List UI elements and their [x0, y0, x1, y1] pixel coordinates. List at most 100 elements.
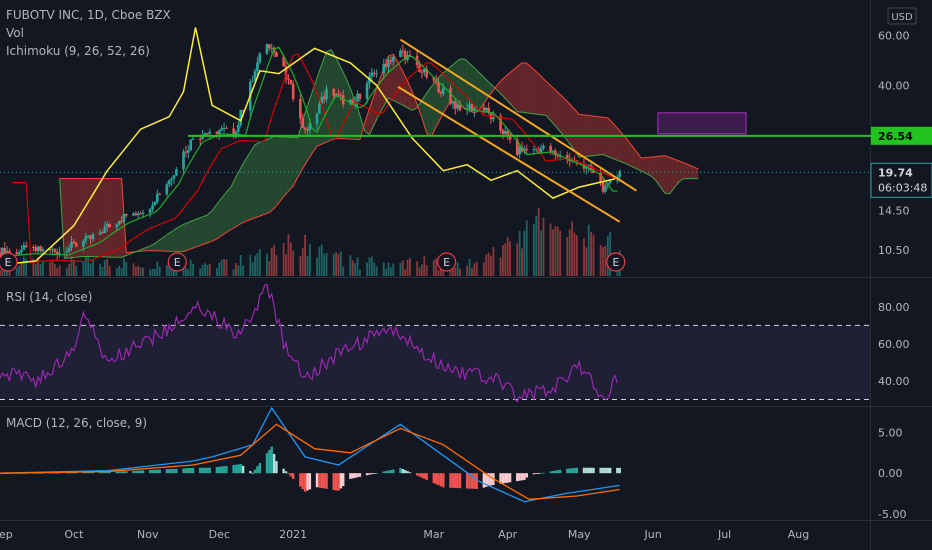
earnings-marker[interactable]: E	[0, 252, 18, 272]
volume-bar	[56, 268, 59, 276]
macd-histogram-bar	[318, 473, 321, 488]
level-price-badge: 26.54	[871, 126, 932, 145]
macd-histogram-bar	[70, 472, 73, 474]
volume-bar	[359, 269, 361, 276]
volume-bar	[258, 249, 261, 276]
volume-bar	[199, 268, 202, 276]
macd-histogram-bar	[187, 468, 190, 474]
macd-histogram-bar	[220, 466, 223, 474]
candle-body	[487, 107, 490, 113]
candle-body	[401, 50, 405, 52]
candle-body	[291, 83, 295, 99]
macd-histogram-bar	[232, 464, 235, 474]
macd-histogram-bar	[608, 467, 612, 474]
volume-bar	[542, 217, 545, 276]
volume-bar	[223, 259, 225, 276]
volume-bar	[106, 258, 109, 276]
volume-bar	[606, 236, 609, 276]
channel-upper-line[interactable]	[399, 38, 637, 192]
svg-text:06:03:48: 06:03:48	[878, 181, 927, 194]
candle-body	[122, 214, 126, 222]
macd-histogram-bar	[606, 467, 610, 474]
macd-histogram-bar	[532, 473, 536, 475]
tenkan-line	[11, 46, 618, 257]
macd-histogram-bar	[401, 468, 405, 474]
signal-line[interactable]	[0, 423, 620, 500]
volume-bar	[316, 257, 318, 276]
macd-histogram-bar	[408, 472, 412, 474]
macd-line[interactable]	[0, 406, 620, 503]
comparison-line[interactable]	[0, 27, 616, 266]
volume-bar	[552, 229, 554, 276]
volume-bar	[232, 269, 235, 276]
price-axis-tick-label: 60.00	[878, 29, 910, 42]
macd-histogram-bar	[284, 471, 288, 474]
candle-body	[22, 245, 26, 250]
candle-body	[182, 151, 185, 170]
volume-bar	[301, 248, 304, 276]
macd-histogram-bar	[170, 468, 173, 474]
volume-bar	[68, 264, 71, 276]
cloud-segment	[283, 136, 289, 197]
volume-bar	[156, 261, 159, 276]
candle-body	[556, 154, 560, 157]
volume-bar	[556, 226, 559, 276]
volume-bar	[120, 268, 123, 276]
macd-histogram-bar	[551, 471, 555, 474]
macd-histogram-bar	[103, 472, 107, 474]
cloud-segment	[460, 58, 465, 109]
volume-bar	[292, 250, 295, 276]
cloud-segment	[188, 220, 194, 250]
candle-body	[408, 54, 412, 56]
candle-body	[82, 240, 85, 247]
macd-histogram-bar	[84, 472, 88, 474]
volume-bar	[115, 268, 118, 276]
macd-histogram-bar	[451, 473, 455, 488]
candle-body	[549, 145, 552, 152]
volume-bar	[134, 266, 137, 276]
volume-bar	[225, 259, 228, 276]
volume-bar	[237, 265, 240, 276]
candle-body	[258, 53, 262, 63]
earnings-marker[interactable]: E	[436, 252, 457, 272]
macd-histogram-bar	[108, 472, 111, 474]
earnings-marker[interactable]: E	[167, 252, 187, 272]
candle-body	[508, 134, 512, 140]
macd-histogram-bar	[592, 467, 595, 474]
macd-histogram-bar	[537, 473, 540, 474]
volume-bar	[573, 232, 576, 276]
volume-bar	[525, 220, 528, 276]
cloud-segment	[674, 159, 680, 188]
candle-body	[3, 248, 7, 257]
volume-bar	[366, 262, 368, 276]
macd-histogram-bar	[258, 463, 262, 474]
rsi-line[interactable]	[0, 284, 618, 403]
macd-histogram-bar	[332, 473, 335, 491]
macd-histogram-bar	[275, 461, 278, 474]
volume-bar	[216, 268, 218, 276]
cloud-segment	[550, 85, 556, 126]
macd-histogram-bar	[158, 469, 161, 474]
candle-body	[358, 93, 362, 99]
macd-histogram-bar	[325, 473, 328, 489]
macd-histogram-bar	[56, 472, 59, 474]
ichimoku-legend: Ichimoku (9, 26, 52, 26)	[6, 44, 150, 58]
candle-body	[158, 193, 161, 195]
volume-bar	[587, 224, 590, 276]
macd-histogram-bar	[265, 453, 269, 474]
candle-body	[539, 148, 543, 153]
macd-legend: MACD (12, 26, close, 9)	[6, 416, 148, 430]
volume-bar	[540, 230, 542, 276]
time-axis-tick-label: Jul	[717, 528, 731, 541]
volume-bar	[533, 224, 535, 276]
volume-bar	[273, 244, 276, 276]
target-zone-box[interactable]	[657, 112, 747, 135]
earnings-marker[interactable]: E	[606, 252, 626, 272]
channel-lower-line[interactable]	[397, 86, 621, 223]
volume-bar	[471, 267, 473, 276]
macd-histogram-bar	[425, 473, 428, 480]
volume-bar	[475, 261, 478, 276]
candle-body	[101, 232, 104, 234]
candle-body	[356, 93, 359, 102]
